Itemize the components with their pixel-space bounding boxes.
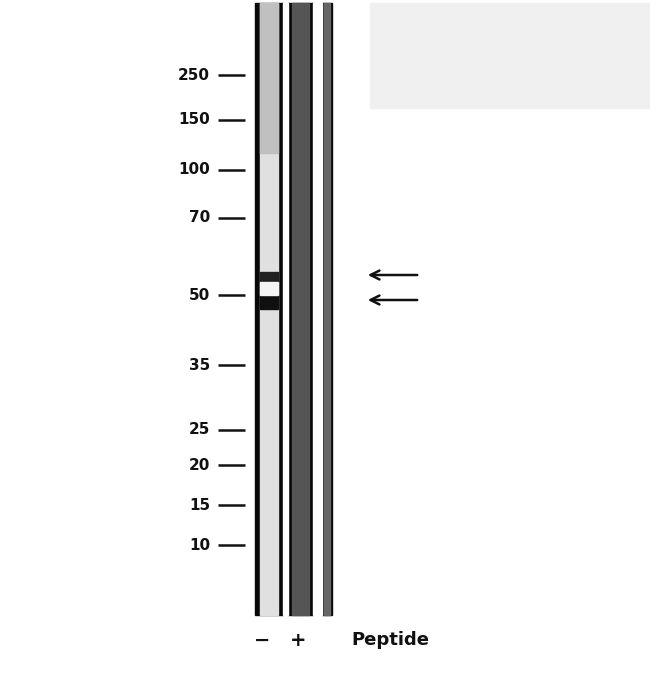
- Text: Peptide: Peptide: [351, 631, 429, 649]
- Text: 50: 50: [188, 287, 210, 303]
- Bar: [370, 3, 650, 108]
- Text: 70: 70: [188, 211, 210, 226]
- Bar: [324, 3, 330, 615]
- Bar: [292, 3, 309, 615]
- Bar: [260, 282, 278, 295]
- Bar: [313, 3, 322, 615]
- Bar: [322, 3, 332, 615]
- Text: 35: 35: [188, 357, 210, 372]
- Bar: [255, 3, 283, 615]
- Bar: [250, 3, 337, 615]
- Bar: [260, 3, 278, 615]
- Bar: [260, 295, 278, 309]
- Text: 100: 100: [178, 163, 210, 178]
- Text: +: +: [290, 630, 306, 650]
- Bar: [260, 272, 278, 282]
- Text: 25: 25: [188, 423, 210, 438]
- Bar: [283, 3, 288, 615]
- Text: 15: 15: [189, 497, 210, 512]
- Text: −: −: [254, 630, 270, 650]
- Text: 250: 250: [178, 67, 210, 82]
- Text: 150: 150: [178, 113, 210, 128]
- Text: 20: 20: [188, 458, 210, 473]
- Text: 10: 10: [189, 538, 210, 552]
- Bar: [288, 3, 313, 615]
- Bar: [260, 3, 278, 153]
